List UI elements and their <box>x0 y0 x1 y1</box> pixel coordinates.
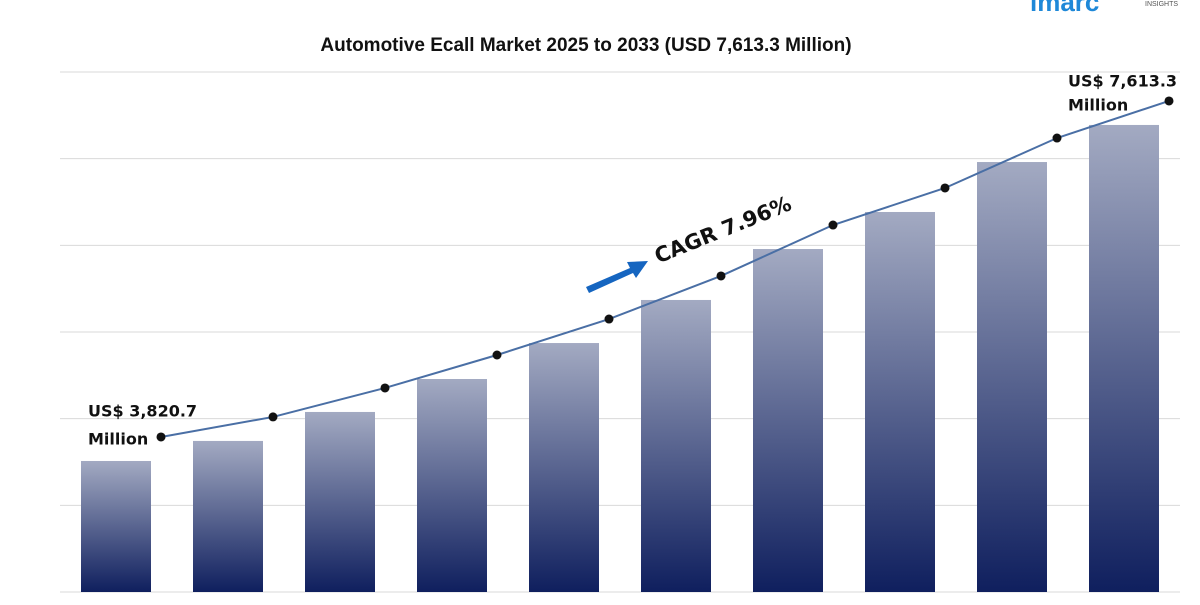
end-label: Million <box>1068 96 1128 115</box>
trend-line-path <box>160 100 1170 438</box>
bar <box>865 211 935 592</box>
trend-line <box>156 96 1174 442</box>
bar <box>417 379 487 592</box>
bar <box>81 460 151 592</box>
bar <box>641 299 711 592</box>
bar <box>977 162 1047 592</box>
chart-title: Automotive Ecall Market 2025 to 2033 (US… <box>320 35 851 56</box>
bar <box>753 249 823 593</box>
trend-dot <box>1052 133 1062 143</box>
start-label: Million <box>88 430 148 449</box>
start-label: US$ 3,820.7 <box>88 402 197 421</box>
bar <box>529 343 599 592</box>
trend-dot <box>828 220 838 230</box>
trend-dot <box>380 383 390 393</box>
logo: imarc <box>1030 0 1099 17</box>
trend-dot <box>1164 96 1174 106</box>
trend-dot <box>940 183 950 193</box>
trend-dot <box>492 350 502 360</box>
logo-tagline: INSIGHTS <box>1145 1 1178 8</box>
bar <box>1089 124 1159 592</box>
bars <box>81 124 1159 593</box>
trend-dot <box>604 314 614 324</box>
trend-dot <box>716 271 726 281</box>
trend-dot <box>156 432 166 442</box>
bar <box>193 440 263 592</box>
end-label: US$ 7,613.3 <box>1068 72 1177 91</box>
cagr-arrow <box>586 261 648 293</box>
trend-dot <box>268 412 278 422</box>
bar <box>305 411 375 592</box>
